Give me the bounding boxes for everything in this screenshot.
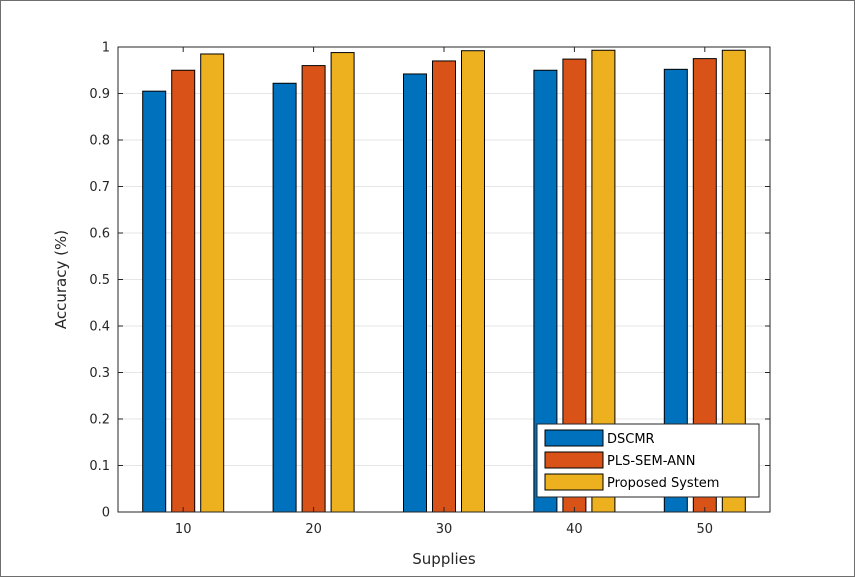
y-tick-label: 0.5 [89,273,110,288]
x-tick-label: 40 [566,522,583,537]
bar-pls-sem-ann-30 [432,60,456,513]
bar-dscmr-10 [142,90,167,513]
y-axis-label: Accuracy (%) [52,230,70,329]
y-tick-label: 0.8 [89,134,110,149]
bar-proposed-system-30 [461,50,485,513]
legend-swatch [544,473,604,491]
y-axis: 0 0.1 0.2 0.3 0.4 0.5 0.6 0.7 0.8 0.9 1 [89,41,770,521]
legend-swatch [544,451,604,469]
y-tick-label: 0.2 [89,413,110,428]
legend-entry-label: PLS-SEM-ANN [607,454,695,469]
bar-pls-sem-ann-20 [301,65,326,513]
legend: DSCMR PLS-SEM-ANN Proposed System [536,423,760,498]
x-tick-label: 50 [697,522,714,537]
y-tick-label: 0.4 [89,320,110,335]
y-tick-label: 1 [102,41,110,56]
bar-dscmr-20 [272,82,297,513]
legend-entry-label: Proposed System [607,476,719,491]
bar-dscmr-30 [403,73,427,513]
legend-entry-label: DSCMR [607,432,655,447]
bar-pls-sem-ann-10 [171,69,196,513]
x-axis: 10 20 30 40 50 [175,47,713,537]
x-axis-label: Supplies [412,550,476,568]
bar-proposed-system-20 [330,52,355,513]
bars [142,49,746,513]
y-tick-label: 0.6 [89,227,110,242]
y-tick-label: 0.7 [89,180,110,195]
y-tick-label: 0.1 [89,459,110,474]
bar-proposed-system-10 [200,53,225,513]
y-tick-label: 0 [102,506,110,521]
x-tick-label: 20 [305,522,322,537]
x-tick-label: 10 [175,522,192,537]
y-tick-label: 0.3 [89,366,110,381]
legend-swatch [544,429,604,447]
y-tick-label: 0.9 [89,87,110,102]
x-tick-label: 30 [436,522,453,537]
